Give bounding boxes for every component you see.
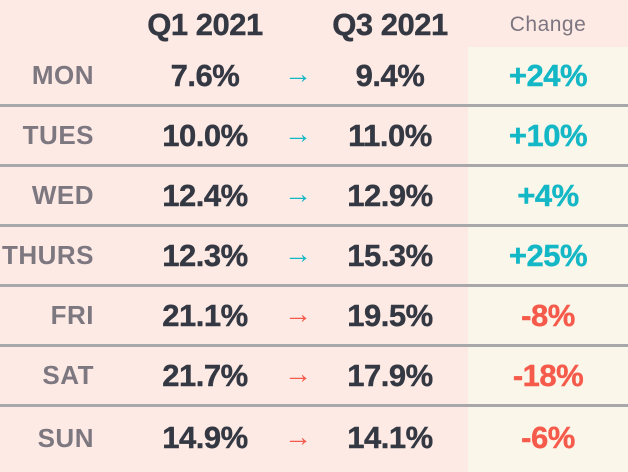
table-row: TUES 10.0% → 11.0% +10% [0, 107, 628, 167]
table-row: WED 12.4% → 12.9% +4% [0, 167, 628, 227]
q1-value: 21.1% [162, 297, 248, 333]
q3-value: 11.0% [348, 117, 433, 153]
q3-value: 17.9% [347, 357, 433, 393]
column-header-q1: Q1 2021 [147, 6, 263, 42]
change-value: +10% [508, 117, 588, 153]
column-header-change: Change [509, 12, 587, 36]
change-value: +25% [508, 237, 588, 273]
change-value: +4% [517, 177, 579, 213]
q1-value: 7.6% [170, 57, 240, 93]
q3-value: 9.4% [355, 57, 425, 93]
q1-value: 21.7% [162, 357, 248, 393]
day-label: SUN [37, 422, 94, 453]
trend-arrow-icon: → [284, 420, 312, 452]
change-value: -18% [512, 357, 584, 393]
trend-arrow-icon: → [284, 118, 312, 149]
q1-value: 10.0% [162, 117, 248, 153]
q3-value: 14.1% [347, 420, 433, 455]
q1-value: 14.9% [162, 420, 248, 455]
q3-value: 15.3% [347, 237, 433, 273]
table-row: THURS 12.3% → 15.3% +25% [0, 227, 628, 287]
trend-arrow-icon: → [284, 298, 312, 329]
trend-arrow-icon: → [284, 358, 312, 389]
table-row: SUN 14.9% → 14.1% -6% [0, 407, 628, 469]
change-column-highlight [468, 47, 628, 472]
day-label: TUES [22, 120, 94, 150]
day-label: THURS [1, 240, 94, 270]
q1-value: 12.3% [162, 237, 248, 273]
day-label: SAT [42, 360, 94, 390]
change-value: -6% [521, 420, 576, 455]
trend-arrow-icon: → [284, 238, 312, 269]
table-row: FRI 21.1% → 19.5% -8% [0, 287, 628, 347]
column-header-q3: Q3 2021 [332, 6, 448, 42]
day-label: FRI [50, 300, 94, 330]
day-label: WED [31, 180, 94, 210]
trend-arrow-icon: → [284, 178, 312, 209]
table-header-row: Q1 2021 Q3 2021 Change [0, 0, 628, 47]
q1-value: 12.4% [162, 177, 248, 213]
trend-arrow-icon: → [284, 58, 312, 89]
q3-value: 19.5% [347, 297, 433, 333]
q3-value: 12.9% [347, 177, 433, 213]
change-value: +24% [508, 57, 588, 93]
table-row: MON 7.6% → 9.4% +24% [0, 47, 628, 107]
table-row: SAT 21.7% → 17.9% -18% [0, 347, 628, 407]
day-label: MON [31, 60, 94, 90]
change-value: -8% [521, 297, 576, 333]
table-body: MON 7.6% → 9.4% +24% TUES 10.0% → 11.0% … [0, 47, 628, 469]
